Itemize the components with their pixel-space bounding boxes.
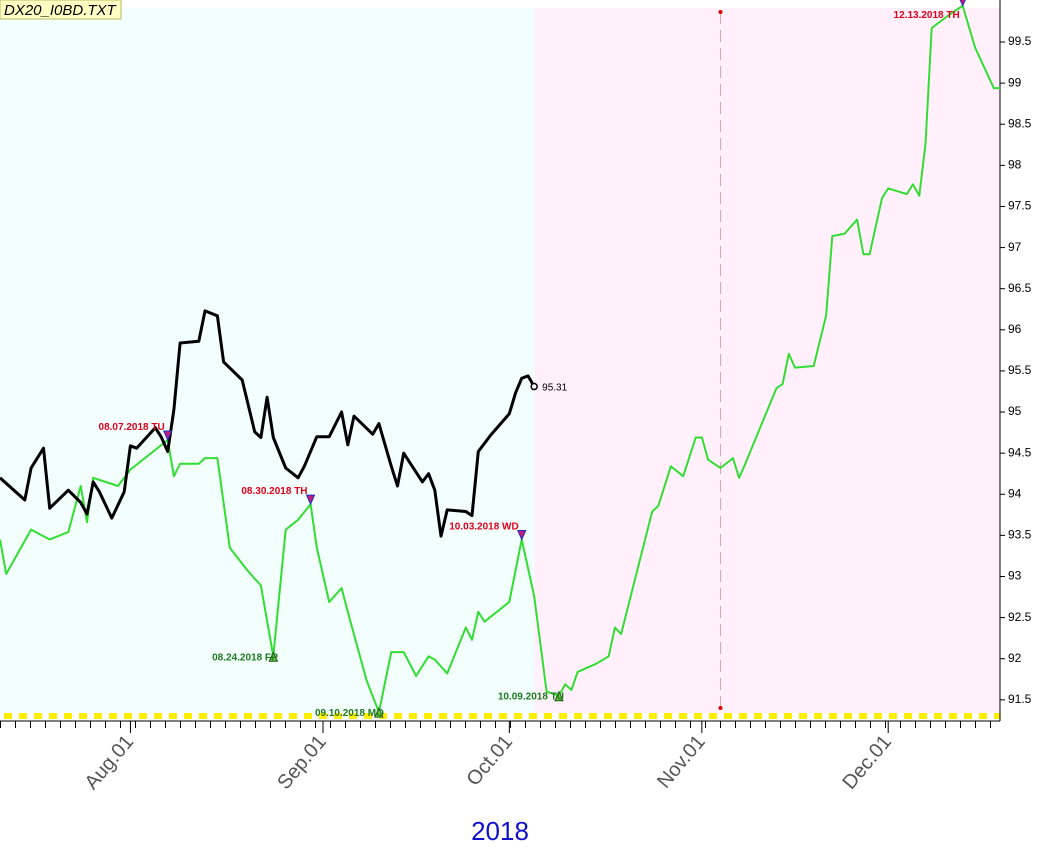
- trough-marker: [374, 706, 384, 718]
- peak-marker: [162, 430, 173, 442]
- trough-label: 09.10.2018 MO: [315, 708, 384, 719]
- series-line: [0, 4, 1000, 714]
- plot: 91.5 92 92.5 93 93.5 94 94.5 95 95.5 96 96.5 97 97.5…: [0, 0, 1032, 794]
- y-tick-label: 93.5: [1008, 528, 1032, 542]
- y-tick-label: 97.5: [1008, 199, 1032, 213]
- y-tick-label: 98.5: [1008, 116, 1032, 130]
- x-tick-label: Nov.01: [653, 731, 710, 793]
- y-tick-label: 97: [1008, 240, 1022, 254]
- y-tick-label: 95.5: [1008, 363, 1032, 377]
- x-tick-label: Oct.01: [462, 731, 517, 790]
- y-tick-label: 93: [1008, 569, 1022, 583]
- y-tick-label: 99.5: [1008, 34, 1032, 48]
- peak-label: 08.07.2018 TU: [99, 422, 165, 433]
- trough-marker: [554, 690, 564, 702]
- y-tick-label: 92.5: [1008, 610, 1032, 624]
- y-tick-label: 96.5: [1008, 281, 1032, 295]
- last-point: [530, 382, 538, 391]
- history-region: [0, 8, 535, 713]
- x-tick-label: Aug.01: [81, 731, 139, 794]
- trough-marker: [268, 651, 279, 662]
- y-tick-label: 94.5: [1008, 445, 1032, 459]
- y-tick-label: 95: [1008, 404, 1022, 418]
- y-tick-label: 96: [1008, 322, 1022, 336]
- peak-label: 10.03.2018 WD: [449, 521, 519, 532]
- title-box: [0, 0, 122, 20]
- y-tick-label: 98: [1008, 158, 1022, 172]
- marker-dot: [718, 706, 723, 710]
- peak-marker: [516, 529, 527, 541]
- last-value-label: 95.31: [542, 383, 567, 394]
- minor-ticks: [0, 721, 1000, 728]
- trough-label: 08.24.2018 FR: [212, 652, 279, 663]
- marker-dot: [718, 10, 723, 14]
- peak-marker: [305, 494, 316, 506]
- forecast-region: [534, 8, 1000, 713]
- x-tick-label: Dec.01: [838, 731, 896, 794]
- chart-title: DX20_I0BD.TXT: [4, 2, 118, 19]
- y-tick-label: 92: [1008, 651, 1022, 665]
- peak-label: 12.13.2018 TH: [894, 10, 960, 21]
- x-axis-label: 2018: [471, 816, 529, 846]
- series-line: [0, 309, 536, 538]
- y-tick-label: 91.5: [1008, 692, 1032, 706]
- trough-label: 10.09.2018 TU: [498, 692, 564, 703]
- peak-marker: [959, 0, 966, 8]
- y-tick-label: 99: [1008, 75, 1022, 89]
- x-tick-label: Sep.01: [273, 731, 331, 794]
- peak-label: 08.30.2018 TH: [241, 486, 307, 497]
- y-tick-label: 94: [1008, 486, 1022, 500]
- week-strip: [0, 713, 1000, 721]
- plot-background: [0, 8, 1000, 713]
